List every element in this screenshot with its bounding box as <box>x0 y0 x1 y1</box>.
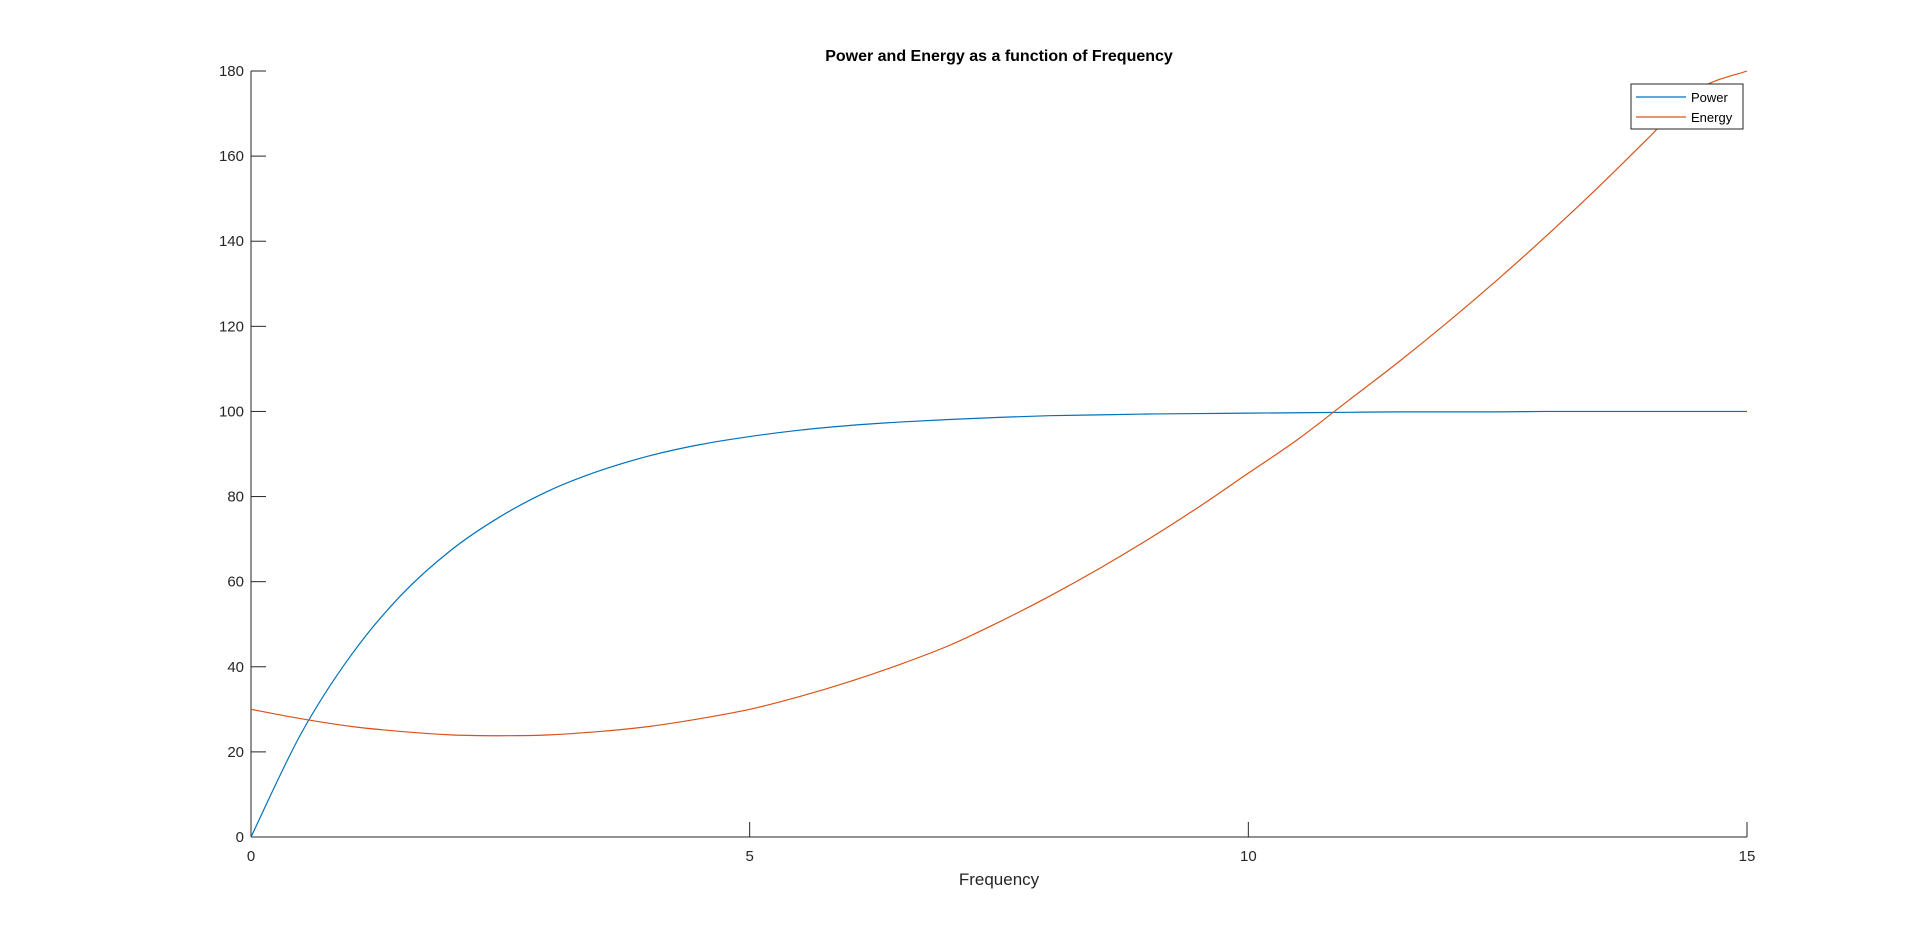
series-line-power <box>250 410 1747 838</box>
x-axis-ticks: 0 5 10 15 <box>247 822 1756 865</box>
chart-title: Power and Energy as a function of Freque… <box>825 48 1173 65</box>
x-tick-label: 0 <box>247 848 255 865</box>
y-tick-label: 160 <box>219 148 244 165</box>
y-tick-label: 0 <box>236 829 244 846</box>
plot-lines <box>250 70 1748 838</box>
y-tick-label: 80 <box>227 489 244 506</box>
legend-box <box>1630 83 1744 130</box>
y-tick-label: 60 <box>227 574 244 591</box>
legend: Power Energy <box>1630 83 1744 130</box>
series-line-energy <box>250 70 1748 737</box>
y-tick-label: 120 <box>219 318 244 335</box>
legend-label-energy: Energy <box>1691 110 1733 125</box>
y-axis-ticks: 0 20 40 60 80 100 120 140 160 180 <box>219 63 266 846</box>
x-tick-label: 10 <box>1240 848 1257 865</box>
x-tick-label: 5 <box>745 848 753 865</box>
x-axis-label: Frequency <box>959 870 1040 889</box>
axes <box>250 71 1747 838</box>
y-tick-label: 140 <box>219 233 244 250</box>
y-tick-label: 20 <box>227 744 244 761</box>
x-tick-label: 15 <box>1739 848 1756 865</box>
y-tick-label: 40 <box>227 659 244 676</box>
legend-label-power: Power <box>1691 90 1729 105</box>
y-tick-label: 100 <box>219 403 244 420</box>
y-tick-label: 180 <box>219 63 244 80</box>
